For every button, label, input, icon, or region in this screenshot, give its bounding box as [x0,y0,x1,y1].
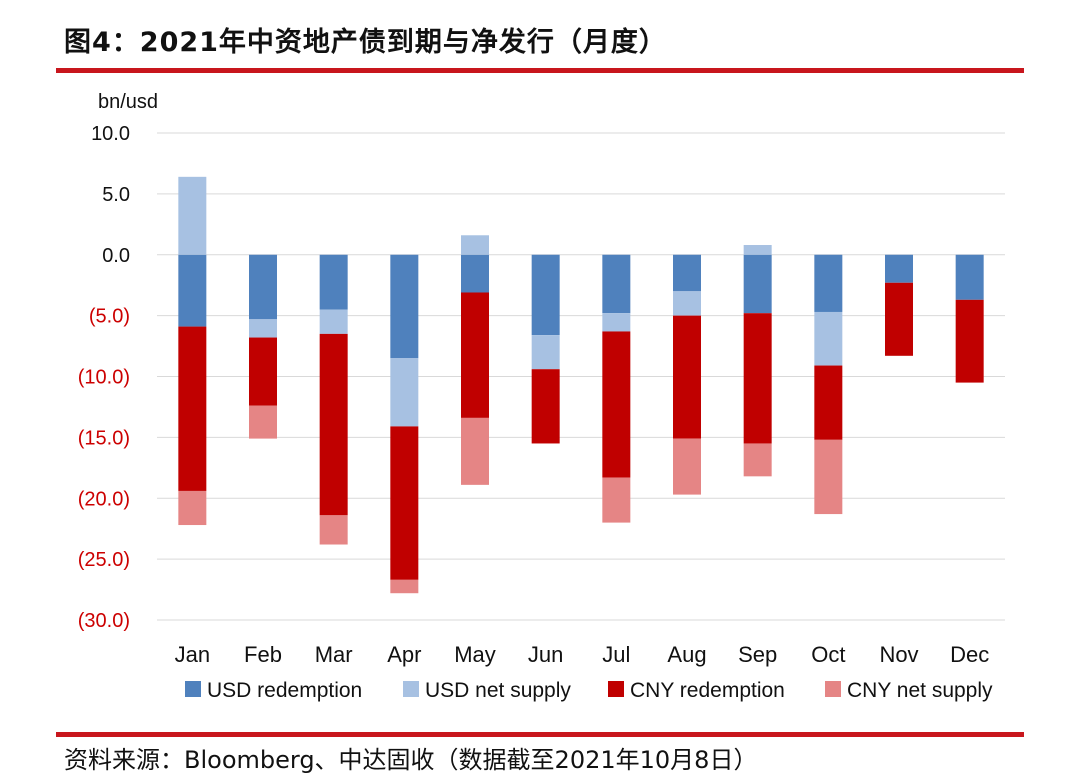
bar-mar-cny-redemption [319,333,348,516]
legend-swatch [825,681,841,697]
bar-aug-usd-net-supply [673,291,701,316]
bar-dec-usd-redemption [955,254,984,300]
bar-feb-usd-redemption [249,254,277,320]
y-tick-label: 0.0 [102,245,130,267]
bar-sep-usd-net-supply [743,245,772,255]
bar-jul-usd-net-supply [602,313,631,332]
x-tick-label: Nov [879,642,918,667]
bar-feb-cny-redemption [249,337,277,406]
bar-jan-usd-redemption [178,254,207,327]
bar-oct-cny-redemption [814,365,843,440]
bar-may-usd-net-supply [461,235,489,255]
legend-swatch [403,681,419,697]
bar-feb-usd-net-supply [249,319,277,338]
bar-oct-cny-net-supply [814,439,843,515]
bar-oct-usd-redemption [814,254,843,312]
bar-aug-cny-net-supply [673,438,701,495]
legend-label: CNY redemption [630,679,785,702]
bar-aug-usd-redemption [673,254,701,292]
bar-jan-cny-net-supply [178,490,207,526]
source-note: 资料来源：Bloomberg、中达固收（数据截至2021年10月8日） [64,746,758,774]
y-unit-label: bn/usd [98,91,158,113]
x-tick-label: Apr [387,642,421,667]
x-tick-label: Mar [315,642,353,667]
bar-mar-usd-redemption [319,254,348,310]
y-tick-label: (25.0) [78,549,130,571]
legend-label: USD net supply [425,679,571,702]
x-tick-label: Jun [528,642,563,667]
x-tick-label: Oct [811,642,845,667]
bar-dec-cny-redemption [955,299,984,383]
x-tick-label: Aug [667,642,706,667]
y-tick-label: (10.0) [78,367,130,389]
bar-sep-usd-redemption [743,254,772,314]
legend-label: CNY net supply [847,679,993,702]
legend-swatch [185,681,201,697]
top-divider [56,68,1024,73]
bar-jul-usd-redemption [602,254,631,314]
y-tick-label: 5.0 [102,184,130,206]
x-tick-label: Jan [175,642,210,667]
bottom-divider [56,732,1024,737]
bar-apr-usd-redemption [390,254,419,359]
bar-jun-usd-redemption [531,254,560,336]
y-tick-label: (15.0) [78,427,130,449]
bar-sep-cny-net-supply [743,443,772,477]
bar-aug-cny-redemption [673,315,701,439]
bar-jun-cny-redemption [531,369,560,444]
bar-apr-cny-net-supply [390,579,419,594]
x-tick-label: Sep [738,642,777,667]
bar-jun-usd-net-supply [531,335,560,370]
figure-title: 图4：2021年中资地产债到期与净发行（月度） [64,27,667,58]
bar-jan-usd-net-supply [178,176,207,255]
y-tick-label: (20.0) [78,488,130,510]
y-tick-label: 10.0 [91,123,130,145]
bar-mar-usd-net-supply [319,309,348,334]
bar-jul-cny-redemption [602,331,631,478]
bar-may-cny-net-supply [461,417,489,485]
bar-may-usd-redemption [461,254,489,293]
bar-jul-cny-net-supply [602,477,631,523]
y-tick-label: (5.0) [89,306,130,328]
bar-apr-usd-net-supply [390,358,419,427]
bar-apr-cny-redemption [390,426,419,580]
x-tick-label: Feb [244,642,282,667]
y-tick-label: (30.0) [78,610,130,632]
x-tick-label: Dec [950,642,989,667]
legend-label: USD redemption [207,679,362,702]
bar-nov-usd-redemption [885,254,913,283]
x-tick-label: Jul [602,642,630,667]
bar-mar-cny-net-supply [319,515,348,545]
bar-nov-cny-redemption [885,282,913,356]
legend-swatch [608,681,624,697]
x-tick-label: May [454,642,496,667]
bar-sep-cny-redemption [743,313,772,444]
bar-feb-cny-net-supply [249,405,277,439]
bar-oct-usd-net-supply [814,311,843,366]
bar-jan-cny-redemption [178,326,207,491]
bar-may-cny-redemption [461,292,489,418]
